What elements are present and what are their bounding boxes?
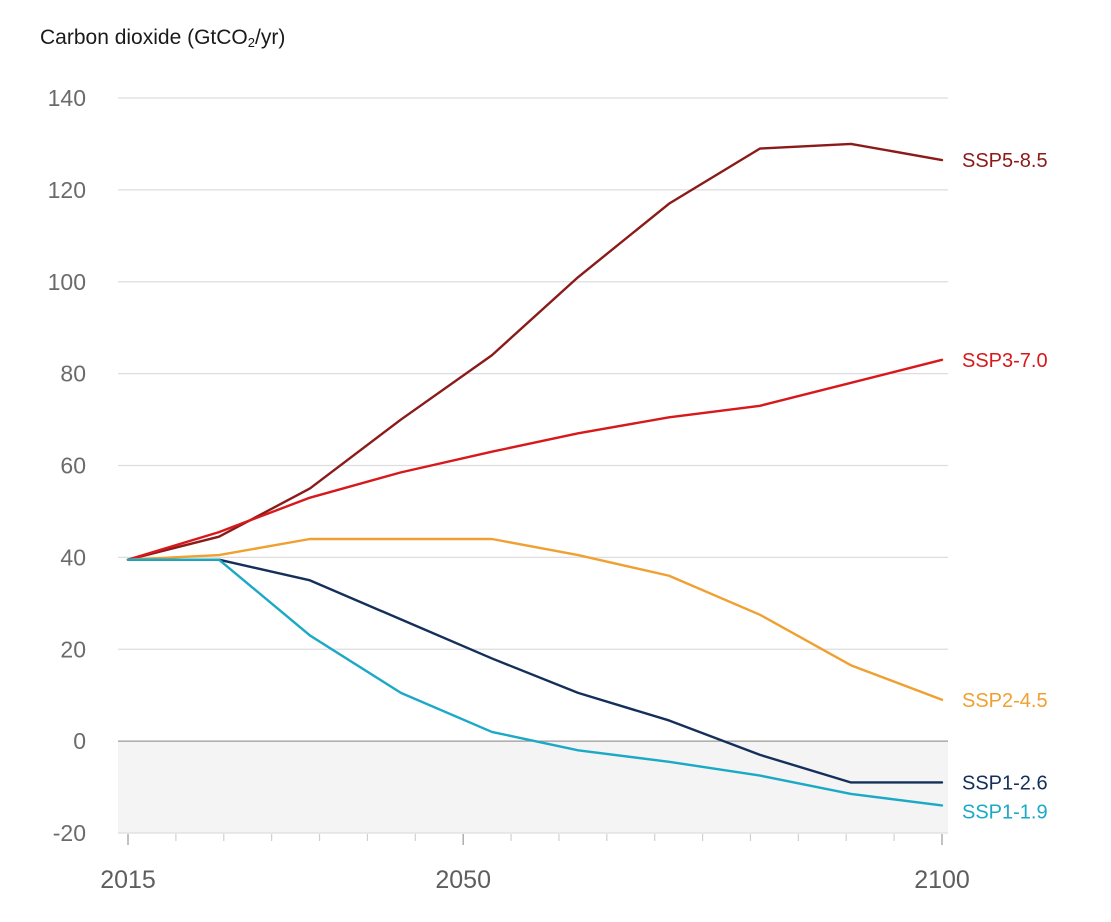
x-tick-label: 2050 [435,866,491,894]
series-label-ssp3-7-0: SSP3-7.0 [962,350,1048,372]
series-line-ssp3-7-0 [126,358,944,561]
y-tick-label: 120 [48,177,86,203]
y-tick-label: 40 [60,544,86,570]
series-lines [126,142,944,807]
y-tick-label: 140 [48,85,86,111]
series-line-ssp1-2-6 [126,558,944,784]
x-tick-label: 2100 [914,866,970,894]
y-tick-label: 100 [48,269,86,295]
negative-region-shading [118,741,948,833]
x-tick-label: 2015 [100,866,156,894]
series-labels: SSP5-8.5 SSP3-7.0 SSP2-4.5 SSP1-2.6 SSP1-1.9 [962,150,1048,823]
negative-region-layer [118,741,948,833]
chart-title-text: Carbon dioxide (GtCO [40,26,248,49]
chart-title: Carbon dioxide (GtCO2/yr) [40,26,285,50]
gridlines [118,97,948,834]
chart-title-subscript: 2 [247,35,255,50]
y-tick-label: 20 [60,636,86,662]
y-tick-label: 0 [73,728,86,754]
x-axis: 2015 2050 2100 [100,834,970,894]
series-label-ssp5-8-5: SSP5-8.5 [962,150,1048,172]
series-label-ssp1-1-9: SSP1-1.9 [962,801,1048,823]
series-line-ssp2-4-5 [126,537,944,701]
series-label-ssp1-2-6: SSP1-2.6 [962,772,1048,794]
y-axis-tick-labels: 140 120 100 80 60 40 20 0 -20 [48,85,86,846]
chart-title-unit: /yr) [255,26,286,49]
y-tick-label: 80 [60,361,86,387]
y-tick-label: 60 [60,453,86,479]
series-line-ssp1-1-9 [126,558,944,807]
y-tick-label: -20 [53,820,86,846]
series-label-ssp2-4-5: SSP2-4.5 [962,690,1048,712]
series-line-ssp5-8-5 [126,142,944,561]
